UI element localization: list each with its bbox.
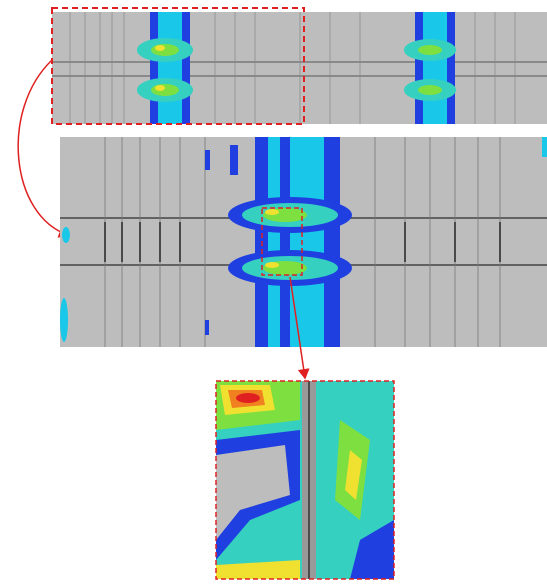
strip-background [52,12,547,124]
zoom-panel [216,381,394,579]
middle-strip [60,137,547,347]
figure [0,0,547,587]
top-strip [52,8,547,124]
page [0,0,547,587]
